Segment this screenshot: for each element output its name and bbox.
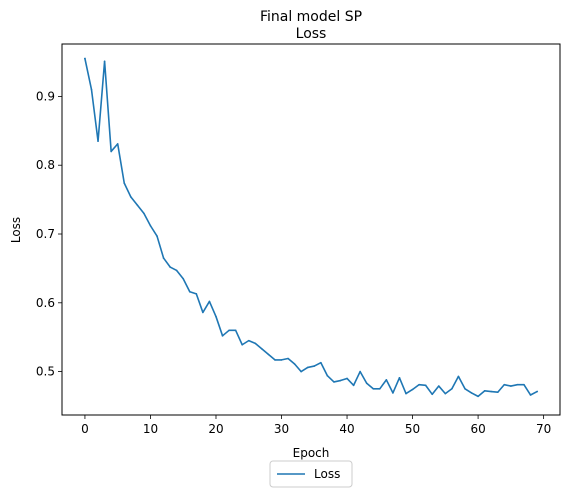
x-tick-label: 40 [339, 422, 354, 436]
x-tick-label: 50 [405, 422, 420, 436]
loss-data-point [385, 379, 388, 381]
loss-data-point [444, 392, 447, 395]
loss-data-point [175, 269, 178, 272]
loss-data-point [123, 182, 126, 184]
loss-data-point [241, 343, 243, 346]
loss-data-point [136, 204, 139, 206]
loss-data-point [103, 60, 106, 63]
loss-data-point [84, 57, 86, 60]
loss-data-point [398, 376, 401, 379]
loss-data-point [287, 357, 289, 360]
loss-data-point [169, 266, 171, 268]
loss-series-line [83, 57, 539, 398]
loss-data-point [267, 353, 270, 356]
loss-data-point [215, 315, 217, 318]
y-tick-label: 0.9 [36, 89, 55, 103]
loss-data-point [208, 300, 211, 303]
loss-data-point [182, 277, 185, 280]
x-axis-label: Epoch [293, 446, 330, 460]
loss-data-point [143, 212, 145, 215]
loss-data-point [503, 383, 506, 386]
x-tick-label: 20 [208, 422, 223, 436]
legend-label: Loss [314, 467, 340, 481]
loss-data-point [451, 387, 453, 390]
y-tick-label: 0.7 [36, 227, 55, 241]
loss-series-points [84, 57, 538, 398]
chart-subtitle: Loss [296, 26, 327, 42]
axis-ticks: 0 10 20 30 40 50 60 70 0.5 0.6 0.7 0.8 0.9 [36, 89, 551, 436]
loss-data-point [300, 370, 302, 373]
loss-data-point [536, 390, 538, 393]
loss-data-point [523, 383, 525, 386]
loss-data-point [156, 235, 158, 237]
loss-data-point [333, 381, 335, 383]
loss-data-point [470, 392, 473, 394]
loss-data-point [457, 375, 460, 378]
loss-data-point [116, 143, 119, 145]
loss-data-point [254, 342, 257, 345]
loss-data-point [261, 348, 263, 350]
legend: Loss [269, 460, 353, 488]
loss-data-point [424, 384, 427, 387]
loss-data-point [496, 391, 499, 394]
loss-data-point [529, 394, 532, 396]
loss-data-point [405, 392, 407, 395]
loss-data-point [90, 88, 93, 91]
loss-data-point [280, 359, 283, 361]
loss-data-point [431, 393, 434, 396]
loss-data-point [162, 257, 165, 259]
loss-data-point [437, 385, 440, 387]
loss-data-point [247, 339, 250, 342]
loss-data-point [477, 395, 479, 398]
loss-data-point [372, 387, 375, 390]
y-tick-label: 0.5 [36, 365, 55, 379]
x-tick-label: 70 [536, 422, 551, 436]
loss-data-point [490, 390, 493, 393]
loss-data-point [326, 374, 329, 377]
legend-frame [269, 460, 353, 488]
y-tick-label: 0.8 [36, 158, 55, 172]
loss-data-point [352, 384, 355, 387]
loss-data-point [188, 290, 191, 293]
y-axis-label: Loss [9, 217, 23, 243]
loss-data-point [510, 385, 512, 387]
loss-data-point [365, 382, 368, 385]
loss-data-point [221, 335, 224, 337]
loss-data-point [346, 377, 348, 380]
loss-data-point [418, 383, 420, 386]
loss-data-point [483, 390, 486, 392]
x-tick-label: 60 [470, 422, 485, 436]
plot-frame [61, 43, 561, 416]
loss-data-point [97, 140, 99, 142]
loss-data-point [149, 224, 152, 227]
loss-data-point [228, 329, 230, 332]
loss-data-point [339, 379, 342, 382]
loss-data-point [320, 361, 322, 364]
loss-data-point [379, 387, 381, 390]
loss-data-point [306, 366, 309, 369]
loss-data-point [293, 363, 296, 365]
loss-data-point [110, 150, 112, 153]
loss-data-point [274, 359, 276, 361]
y-tick-label: 0.6 [36, 296, 55, 310]
x-tick-label: 30 [274, 422, 289, 436]
loss-data-point [411, 388, 414, 391]
chart-title: Final model SP [260, 9, 362, 25]
loss-data-point [392, 392, 394, 394]
loss-data-point [202, 311, 204, 314]
loss-data-point [130, 196, 132, 198]
loss-data-point [359, 370, 361, 373]
x-tick-label: 10 [143, 422, 158, 436]
loss-data-point [464, 387, 466, 390]
loss-data-point [313, 365, 316, 367]
loss-data-point [195, 293, 198, 295]
loss-data-point [234, 329, 237, 332]
loss-data-point [516, 383, 519, 386]
x-tick-label: 0 [81, 422, 89, 436]
